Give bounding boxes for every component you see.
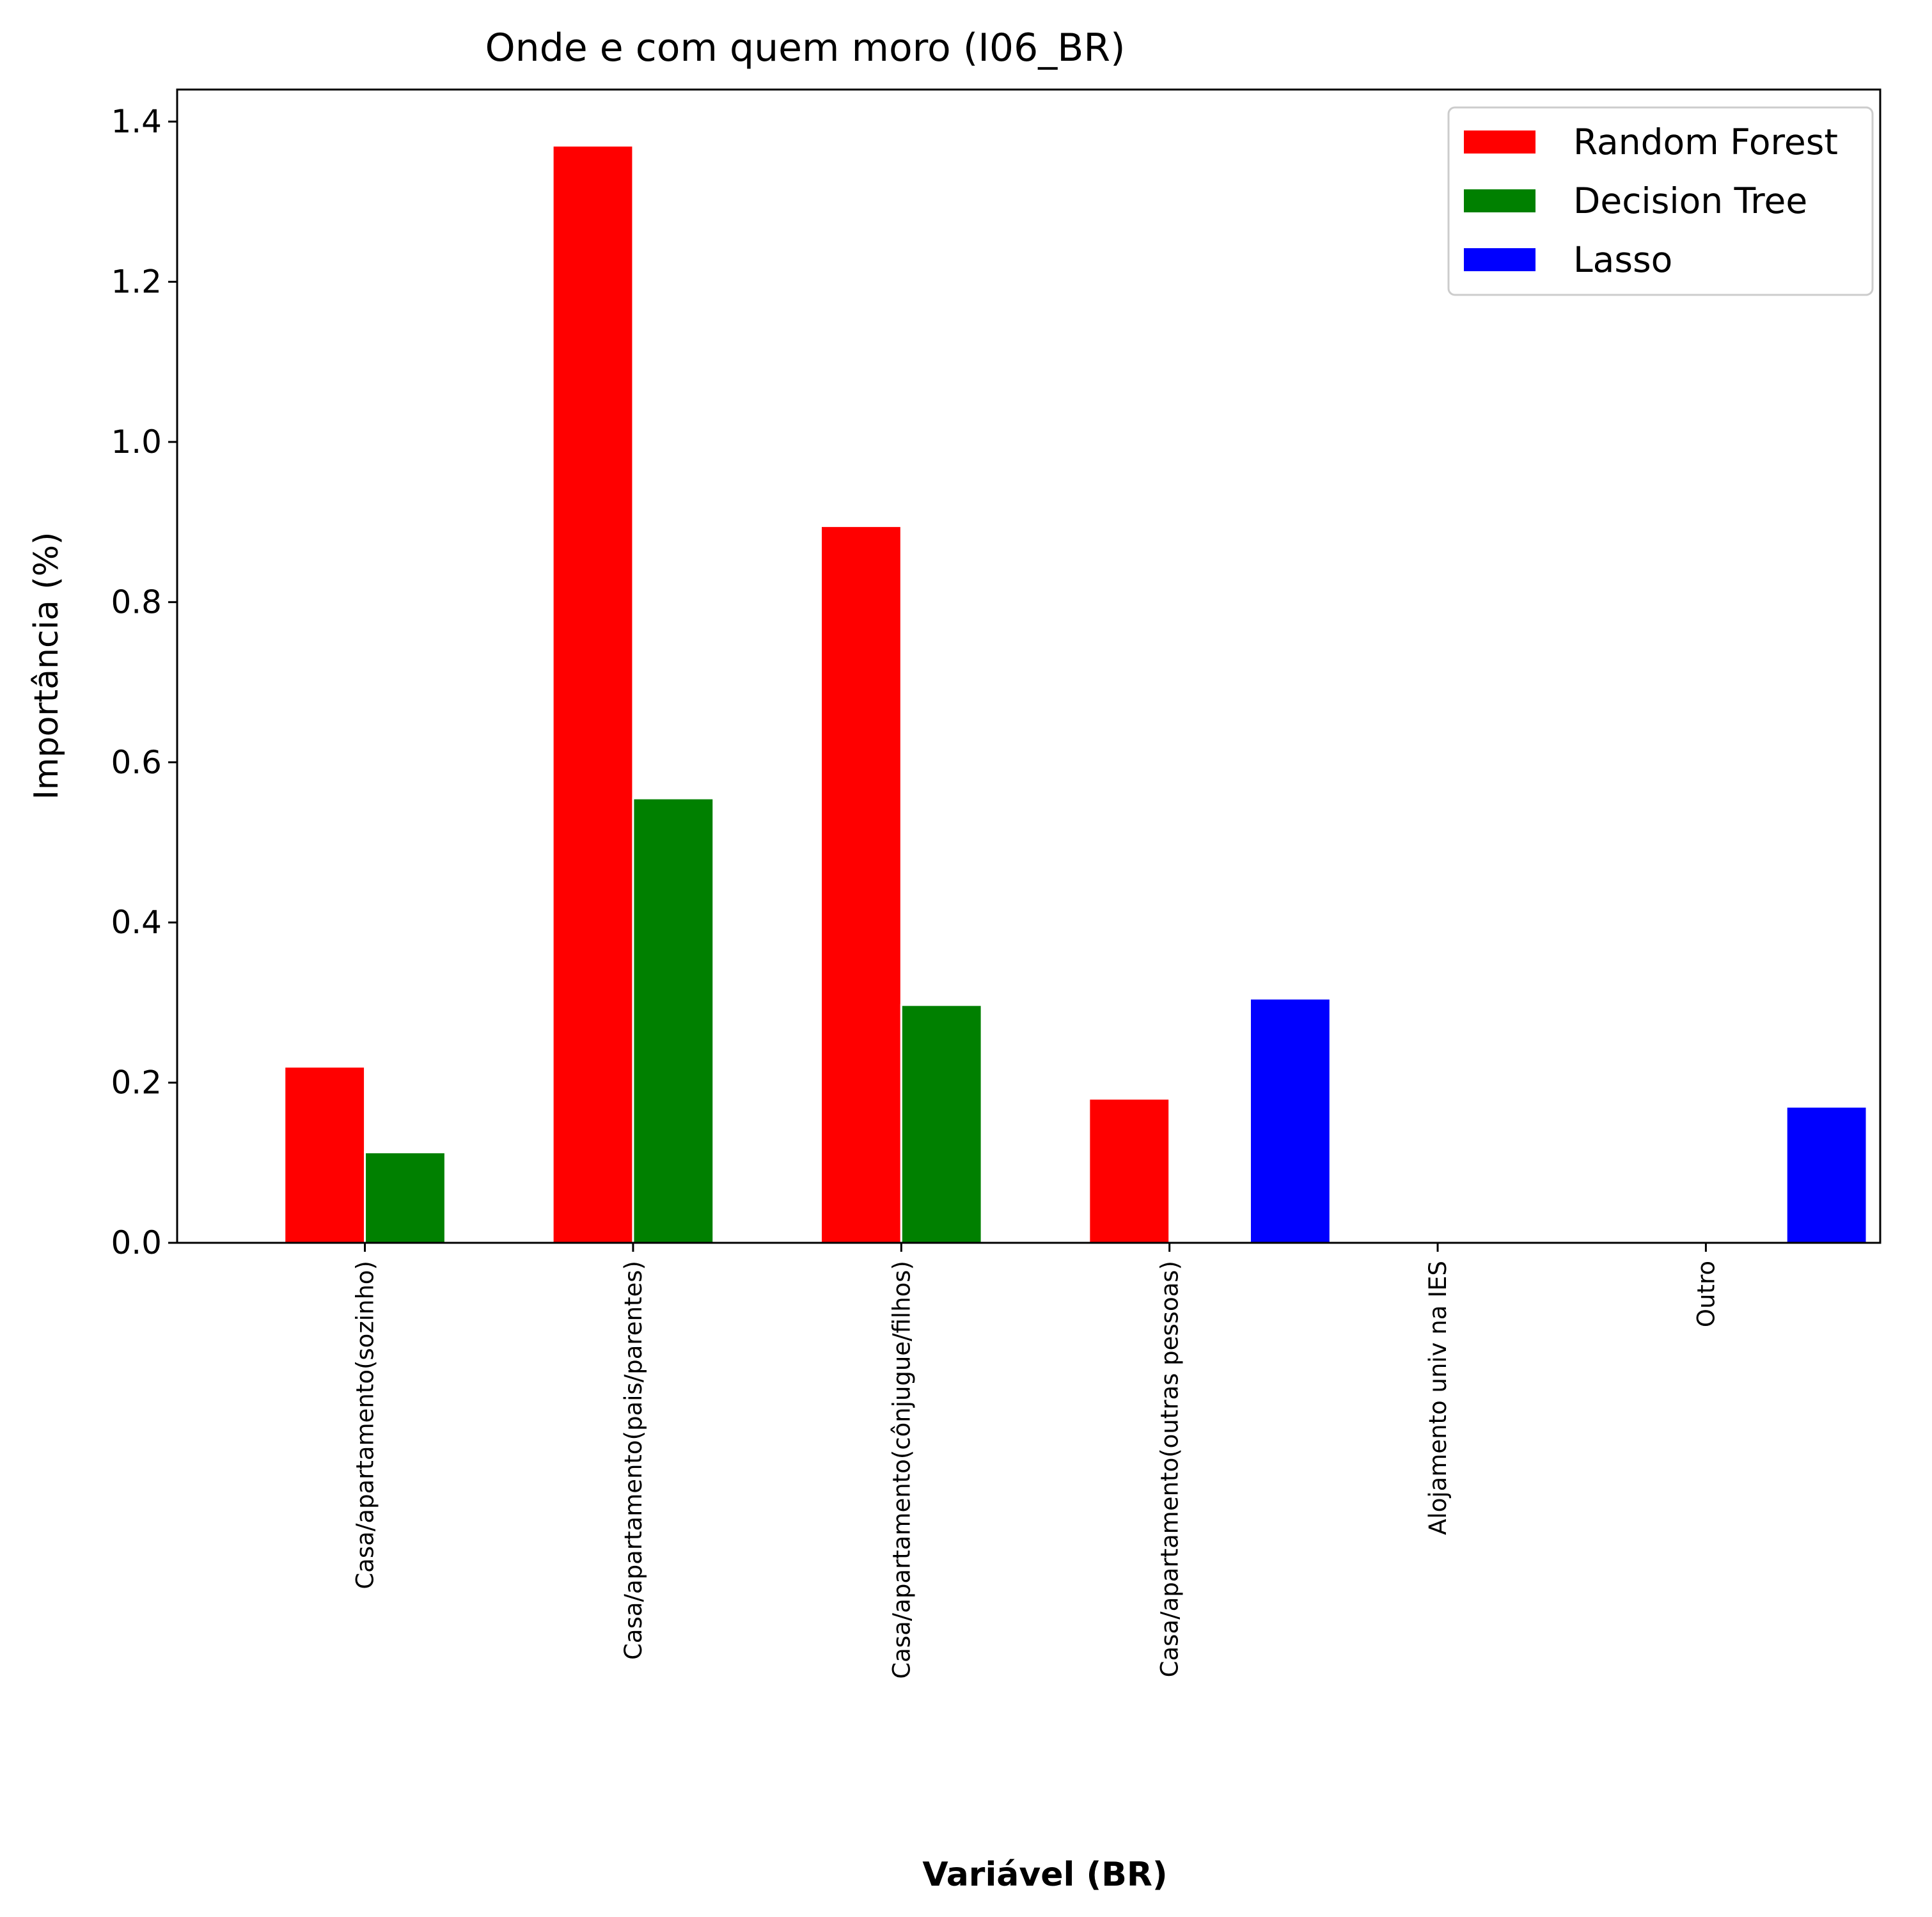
x-tick-label: Casa/apartamento(sozinho) — [352, 1261, 379, 1590]
y-tick-label: 1.2 — [111, 264, 162, 301]
bar-decision-tree-2 — [900, 1004, 983, 1244]
legend: Random Forest Decision Tree Lasso — [1447, 106, 1874, 296]
legend-frame — [1447, 106, 1874, 296]
y-tick-label: 0.2 — [111, 1064, 162, 1101]
legend-swatch-lasso — [1464, 248, 1535, 271]
legend-swatch-random-forest — [1464, 130, 1535, 154]
y-tick-label: 1.0 — [111, 423, 162, 461]
y-tick-label: 0.4 — [111, 904, 162, 941]
bar-decision-tree-1 — [632, 797, 715, 1244]
bar-lasso-5 — [1785, 1105, 1868, 1244]
bar-random-forest-0 — [283, 1066, 366, 1244]
y-tick-label: 0.8 — [111, 583, 162, 620]
legend-label: Decision Tree — [1573, 180, 1807, 221]
legend-label: Random Forest — [1573, 122, 1838, 162]
x-tick-label: Casa/apartamento(pais/parentes) — [620, 1261, 647, 1660]
legend-swatch-decision-tree — [1464, 189, 1535, 212]
y-axis-label: Importância (%) — [27, 532, 66, 800]
chart-title: Onde e com quem moro (I06_BR) — [485, 26, 1125, 70]
bar-random-forest-1 — [551, 145, 634, 1244]
x-tick-label: Outro — [1692, 1261, 1720, 1327]
y-tick-label: 1.4 — [111, 103, 162, 140]
x-tick-label: Casa/apartamento(outras pessoas) — [1156, 1261, 1184, 1677]
x-tick-label: Casa/apartamento(cônjugue/filhos) — [888, 1261, 915, 1679]
bar-decision-tree-0 — [364, 1151, 446, 1244]
x-axis-label: Variável (BR) — [922, 1856, 1167, 1894]
bar-lasso-3 — [1248, 997, 1331, 1244]
x-axis: Casa/apartamento(sozinho) Casa/apartament… — [352, 1243, 1720, 1679]
plot-frame — [176, 88, 1881, 1244]
legend-label: Lasso — [1573, 239, 1672, 280]
y-tick-label: 0.6 — [111, 744, 162, 781]
bar-random-forest-3 — [1088, 1098, 1171, 1244]
y-axis: 0.0 0.2 0.4 0.6 0.8 1.0 1.2 1.4 — [111, 103, 177, 1261]
bar-random-forest-2 — [819, 525, 902, 1244]
x-tick-label: Alojamento univ na IES — [1424, 1261, 1452, 1535]
bars-group — [283, 145, 1868, 1244]
y-tick-label: 0.0 — [111, 1224, 162, 1261]
